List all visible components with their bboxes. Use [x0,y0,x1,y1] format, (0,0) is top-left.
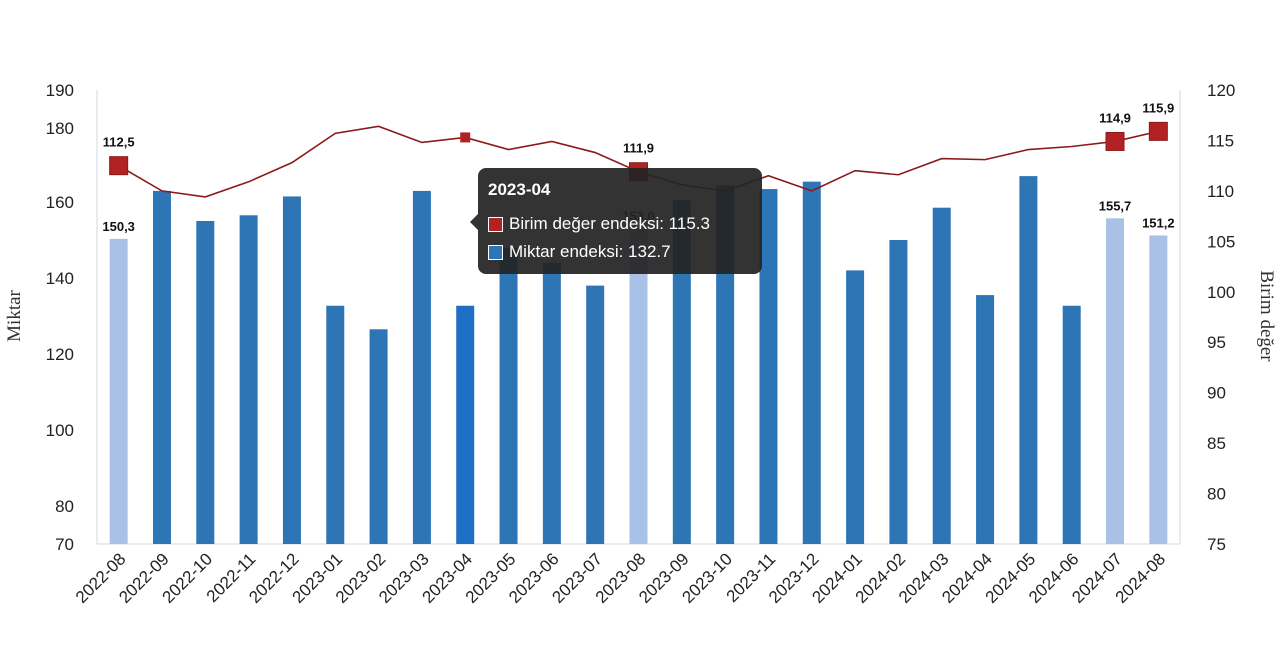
y-left-tick-label: 160 [46,193,74,212]
tooltip-row-quantity: Miktar endeksi: 132.7 [488,238,752,266]
bar-data-label: 150,3 [102,219,135,234]
line-data-label: 115,9 [1142,100,1174,115]
y-left-tick-label: 70 [55,535,74,554]
y-right-tick-label: 85 [1207,434,1226,453]
line-marker[interactable] [1148,121,1168,141]
line-data-label: 111,9 [623,141,654,156]
bar-miktar[interactable] [499,247,518,544]
tooltip-pointer [470,214,478,230]
y-right-tick-label: 100 [1207,283,1235,302]
y-right-tick-label: 110 [1207,182,1234,201]
bar-miktar[interactable] [932,207,951,544]
y-right-axis-title: Birim değer [1256,270,1277,362]
line-marker[interactable] [109,156,129,176]
tooltip-text-unit-value: Birim değer endeksi: 115.3 [509,214,710,233]
bar-miktar[interactable] [629,228,648,544]
bar-miktar[interactable] [1062,305,1081,544]
bar-miktar[interactable] [326,305,345,544]
bar-miktar[interactable] [759,189,778,545]
y-right-tick-label: 120 [1207,81,1235,100]
bar-data-label: 155,7 [1099,198,1132,213]
bar-miktar[interactable] [239,215,258,545]
tooltip-swatch-quantity [488,244,503,260]
bar-miktar[interactable] [369,329,388,544]
bar-miktar[interactable] [152,190,171,544]
y-right-tick-label: 115 [1207,131,1234,150]
line-data-label: 112,5 [103,135,135,150]
line-marker[interactable] [1105,131,1125,151]
y-left-tick-label: 180 [46,119,74,138]
line-marker-active[interactable] [460,132,471,143]
line-data-label: 114,9 [1099,110,1131,125]
y-right-tick-label: 75 [1207,535,1226,554]
y-right-tick-label: 80 [1207,485,1226,504]
y-right-tick-label: 95 [1207,333,1226,352]
bar-data-label: 151,2 [1142,215,1175,230]
tooltip-text-quantity: Miktar endeksi: 132.7 [509,242,671,261]
tooltip-title: 2023-04 [488,180,551,199]
bar-miktar[interactable] [976,295,995,544]
y-left-tick-label: 140 [46,269,74,288]
bar-miktar[interactable] [109,238,128,545]
bar-miktar[interactable] [672,200,691,544]
y-left-tick-label: 190 [46,81,74,100]
tooltip-row-unit-value: Birim değer endeksi: 115.3 [488,210,752,238]
y-left-tick-label: 80 [55,497,74,516]
y-right-tick-label: 90 [1207,384,1226,403]
bar-miktar[interactable] [282,196,301,544]
y-left-axis-title: Miktar [4,289,25,341]
bar-miktar[interactable] [456,305,475,544]
tooltip-swatch-unit-value [488,216,503,232]
y-left-tick-label: 120 [46,345,74,364]
bar-miktar[interactable] [412,190,431,544]
bar-miktar[interactable] [846,270,865,544]
bar-miktar[interactable] [1019,176,1038,544]
bar-miktar[interactable] [586,285,605,544]
bar-miktar[interactable] [1149,235,1168,544]
y-right-tick-label: 105 [1207,232,1235,251]
y-left-tick-label: 100 [46,421,74,440]
bar-miktar[interactable] [196,221,215,544]
bar-miktar[interactable] [1106,218,1125,544]
bar-miktar[interactable] [802,181,821,544]
bar-miktar[interactable] [542,262,561,544]
bar-miktar[interactable] [716,185,735,544]
chart-tooltip: 2023-04 Birim değer endeksi: 115.3 Mikta… [470,168,762,274]
bar-miktar[interactable] [889,240,908,544]
